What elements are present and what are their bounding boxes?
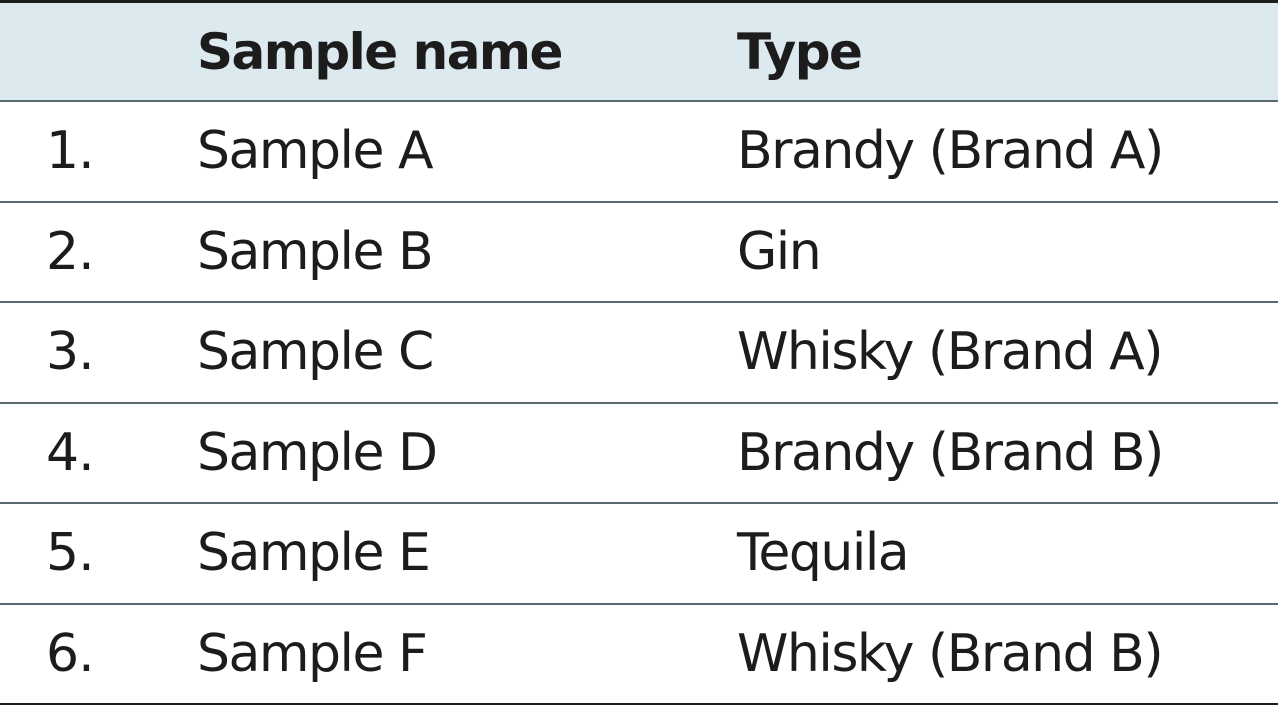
row-sample-name: Sample D — [197, 422, 438, 483]
row-number: 5. — [46, 523, 95, 584]
table-row: 5. Sample E Tequila — [0, 504, 1278, 605]
row-number: 3. — [46, 322, 95, 383]
table-row: 1. Sample A Brandy (Brand A) — [0, 102, 1278, 203]
row-number: 2. — [46, 221, 95, 282]
table-header-row: Sample name Type — [0, 3, 1278, 102]
row-type: Brandy (Brand B) — [737, 422, 1164, 483]
table-row: 6. Sample F Whisky (Brand B) — [0, 605, 1278, 705]
row-number: 4. — [46, 422, 95, 483]
row-sample-name: Sample B — [197, 221, 434, 282]
table-row: 2. Sample B Gin — [0, 203, 1278, 303]
table-row: 4. Sample D Brandy (Brand B) — [0, 404, 1278, 504]
row-number: 1. — [46, 121, 95, 182]
row-sample-name: Sample E — [197, 523, 431, 584]
row-type: Brandy (Brand A) — [737, 121, 1164, 182]
row-type: Whisky (Brand B) — [737, 623, 1164, 684]
row-sample-name: Sample F — [197, 623, 428, 684]
row-type: Tequila — [737, 523, 910, 584]
table-row: 3. Sample C Whisky (Brand A) — [0, 303, 1278, 404]
row-number: 6. — [46, 623, 95, 684]
row-type: Gin — [737, 221, 822, 282]
header-sample-name: Sample name — [197, 22, 563, 81]
row-type: Whisky (Brand A) — [737, 322, 1164, 383]
header-type: Type — [737, 22, 863, 81]
row-sample-name: Sample C — [197, 322, 434, 383]
row-sample-name: Sample A — [197, 121, 434, 182]
